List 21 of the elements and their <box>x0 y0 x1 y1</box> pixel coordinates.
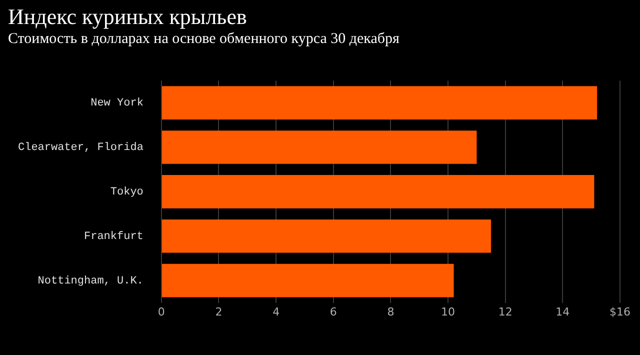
x-tick-label: 8 <box>387 305 394 318</box>
x-tick-label: 10 <box>441 305 456 318</box>
y-tick-label: Frankfurt <box>84 231 144 244</box>
bar <box>162 130 477 164</box>
chart-subtitle: Стоимость в долларах на основе обменного курса 30 декабря <box>8 31 400 48</box>
x-tick-label: 12 <box>498 305 512 318</box>
bar <box>162 219 492 253</box>
bar <box>162 175 594 208</box>
y-tick-label: New York <box>90 98 144 110</box>
bar <box>162 86 598 120</box>
y-tick-label: Nottingham, U.K. <box>38 275 144 288</box>
bar <box>162 264 454 298</box>
x-tick-label: 4 <box>272 305 280 318</box>
x-tick-label: 0 <box>158 305 165 318</box>
y-tick-label: Tokyo <box>110 186 144 199</box>
chart-title: Индекс куриных крыльев <box>8 4 247 30</box>
x-tick-label: 6 <box>330 305 337 318</box>
y-tick-label: Clearwater, Florida <box>18 142 144 154</box>
x-tick-label: $16 <box>610 305 630 318</box>
x-tick-label: 2 <box>215 305 222 318</box>
x-tick-label: 14 <box>556 305 570 318</box>
